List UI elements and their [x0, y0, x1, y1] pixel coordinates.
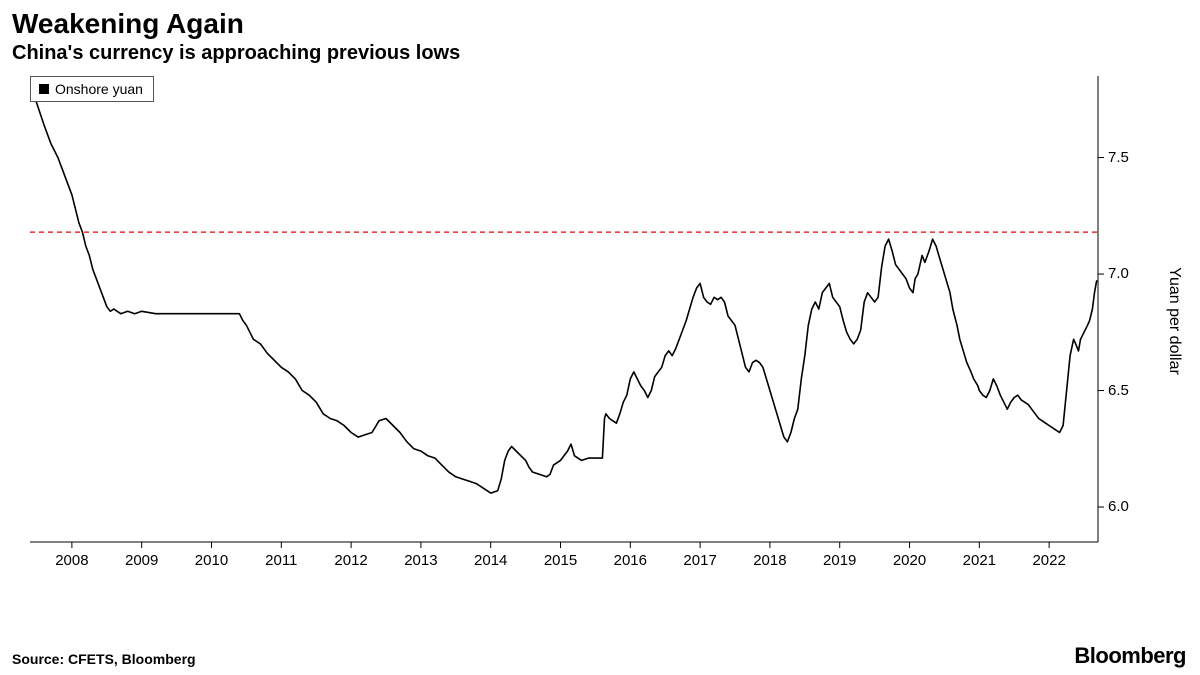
x-tick-label: 2021: [963, 552, 996, 569]
legend-label: Onshore yuan: [55, 81, 143, 97]
x-tick-label: 2008: [55, 552, 88, 569]
chart-title: Weakening Again: [0, 0, 1200, 42]
source-text: Source: CFETS, Bloomberg: [12, 651, 196, 667]
legend-swatch: [39, 84, 49, 94]
chart-svg: [30, 72, 1106, 572]
x-tick-label: 2009: [125, 552, 158, 569]
chart-container: Onshore yuan 6.0 6.5 7.0 7.5 2008 2009 2010 20…: [12, 72, 1188, 620]
x-tick-label: 2016: [614, 552, 647, 569]
legend: Onshore yuan: [30, 76, 154, 102]
y-axis-title: Yuan per dollar: [1165, 267, 1183, 375]
x-tick-label: 2015: [544, 552, 577, 569]
y-tick-label: 7.0: [1108, 265, 1129, 282]
plot-area: [30, 72, 1106, 572]
brand-logo: Bloomberg: [1074, 643, 1186, 669]
x-tick-label: 2013: [404, 552, 437, 569]
x-tick-label: 2010: [195, 552, 228, 569]
x-tick-label: 2014: [474, 552, 507, 569]
x-tick-label: 2017: [683, 552, 716, 569]
x-tick-label: 2020: [893, 552, 926, 569]
x-tick-label: 2019: [823, 552, 856, 569]
y-tick-label: 7.5: [1108, 149, 1129, 166]
y-tick-label: 6.0: [1108, 498, 1129, 515]
chart-subtitle: China's currency is approaching previous…: [0, 42, 1200, 71]
x-tick-label: 2012: [334, 552, 367, 569]
x-tick-label: 2022: [1032, 552, 1065, 569]
x-tick-label: 2011: [265, 552, 297, 569]
x-tick-label: 2018: [753, 552, 786, 569]
y-tick-label: 6.5: [1108, 382, 1129, 399]
